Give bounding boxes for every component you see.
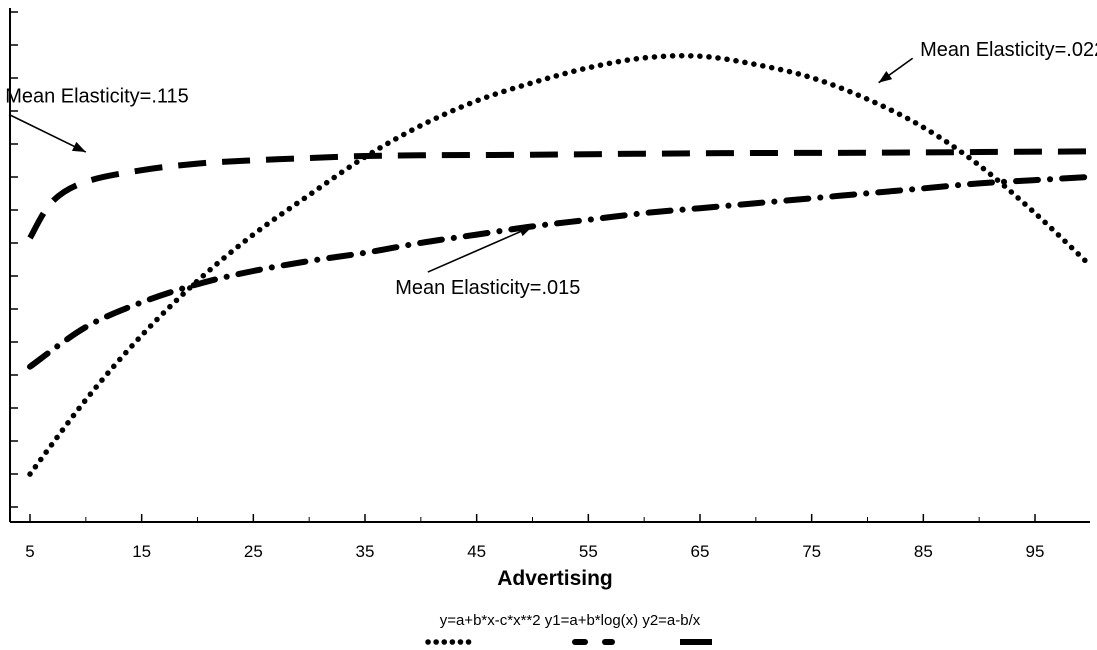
annotations: Mean Elasticity=.115 Mean Elasticity=.022…: [5, 39, 1097, 299]
x-tick-label: 55: [579, 542, 598, 561]
x-tick-label: 75: [802, 542, 821, 561]
x-tick-label: 25: [244, 542, 263, 561]
series-line-dotted: [27, 52, 1094, 477]
annotation-label: Mean Elasticity=.022: [920, 39, 1097, 61]
legend-text: y=a+b*x-c*x**2 y1=a+b*log(x) y2=a-b/x: [440, 612, 701, 629]
x-tick-label: 65: [691, 542, 710, 561]
x-tick-label: 15: [132, 542, 151, 561]
x-tick-label: 35: [356, 542, 375, 561]
series-layer: [27, 52, 1094, 477]
annotation-arrow-line: [8, 113, 87, 153]
series-line-dash-dot: [27, 173, 1094, 370]
annotation-arrowhead: [518, 226, 533, 237]
series-line-dashed: [27, 148, 1091, 240]
annotation-arrowhead: [71, 141, 86, 153]
x-tick-label: 45: [467, 542, 486, 561]
annotation-arrowhead: [878, 71, 893, 83]
annotation-arrow-line: [427, 225, 533, 273]
annotation-label: Mean Elasticity=.015: [395, 277, 580, 299]
x-axis-title: Advertising: [497, 567, 613, 590]
x-tick-label: 95: [1026, 542, 1045, 561]
annotation-label: Mean Elasticity=.115: [5, 85, 189, 107]
x-tick-label: 5: [25, 542, 34, 561]
axes: 5 15 25 35 45 55 65 75 85 95: [9, 8, 1090, 561]
x-tick-label: 85: [914, 542, 933, 561]
